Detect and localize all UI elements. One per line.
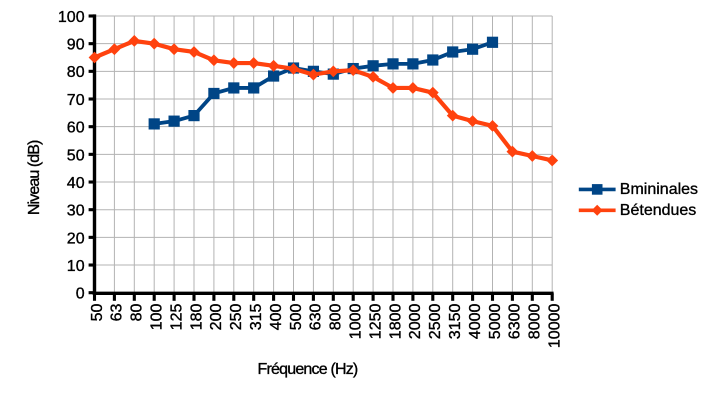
svg-text:2500: 2500 xyxy=(427,303,444,339)
svg-text:1000: 1000 xyxy=(348,303,365,339)
svg-text:6300: 6300 xyxy=(507,303,524,339)
svg-text:20: 20 xyxy=(67,230,85,247)
svg-text:1250: 1250 xyxy=(367,303,384,339)
svg-text:500: 500 xyxy=(288,304,305,331)
svg-text:Bétendues: Bétendues xyxy=(620,202,697,219)
svg-text:2000: 2000 xyxy=(407,303,424,339)
svg-text:100: 100 xyxy=(149,304,166,331)
svg-text:3150: 3150 xyxy=(447,303,464,339)
svg-text:63: 63 xyxy=(109,303,126,321)
svg-text:125: 125 xyxy=(168,304,185,331)
svg-text:5000: 5000 xyxy=(487,303,504,339)
svg-text:10: 10 xyxy=(67,258,85,275)
svg-text:30: 30 xyxy=(67,203,85,220)
svg-text:80: 80 xyxy=(129,303,146,321)
svg-text:400: 400 xyxy=(268,304,285,331)
svg-text:70: 70 xyxy=(67,92,85,109)
svg-text:Fréquence (Hz): Fréquence (Hz) xyxy=(258,361,358,378)
svg-text:0: 0 xyxy=(76,286,85,303)
svg-text:180: 180 xyxy=(188,304,205,331)
svg-text:80: 80 xyxy=(67,64,85,81)
svg-text:250: 250 xyxy=(228,304,245,331)
svg-text:315: 315 xyxy=(248,304,265,331)
svg-text:1800: 1800 xyxy=(387,303,404,339)
svg-text:100: 100 xyxy=(58,9,85,26)
svg-text:200: 200 xyxy=(208,304,225,331)
svg-text:8000: 8000 xyxy=(527,303,544,339)
svg-text:90: 90 xyxy=(67,37,85,54)
svg-text:Bmininales: Bmininales xyxy=(620,181,698,198)
svg-text:50: 50 xyxy=(67,147,85,164)
svg-text:60: 60 xyxy=(67,120,85,137)
svg-text:50: 50 xyxy=(89,303,106,321)
svg-text:4000: 4000 xyxy=(467,303,484,339)
svg-text:Niveau (dB): Niveau (dB) xyxy=(26,140,43,215)
svg-text:800: 800 xyxy=(328,304,345,331)
svg-text:630: 630 xyxy=(308,304,325,331)
svg-text:10000: 10000 xyxy=(547,304,564,349)
svg-text:40: 40 xyxy=(67,175,85,192)
